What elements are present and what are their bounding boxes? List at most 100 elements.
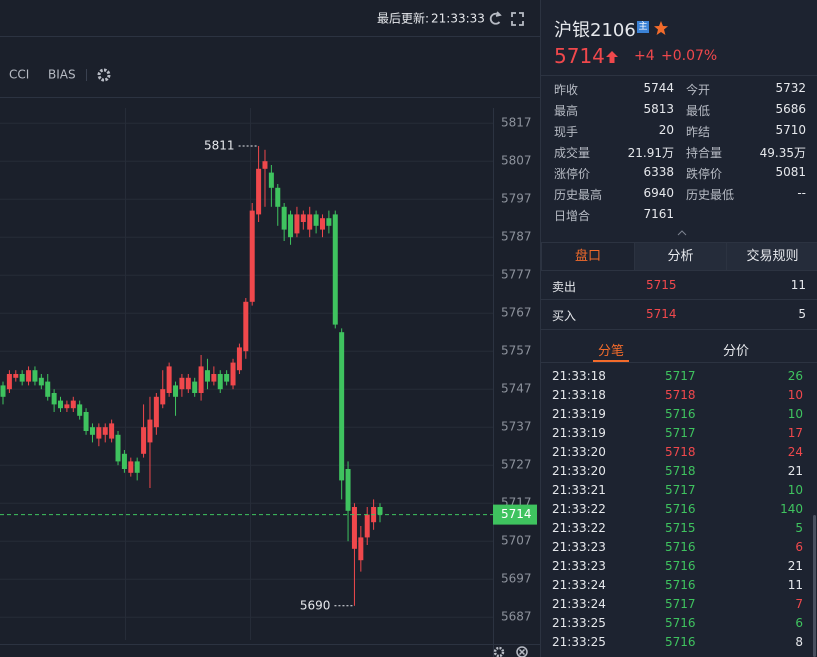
book-side: 买入 — [552, 309, 577, 323]
up-arrow — [606, 51, 618, 63]
candle-body — [166, 366, 172, 393]
sub-tab[interactable]: 分价 — [722, 344, 749, 359]
stat-label: 历史最高 — [554, 188, 603, 202]
stat-value: 5732 — [775, 81, 806, 95]
tick-price: 5716 — [665, 407, 696, 421]
refresh-icon[interactable] — [489, 11, 502, 25]
divider — [541, 362, 817, 363]
tick-time: 21:33:22 — [552, 521, 606, 535]
candle-body — [58, 400, 64, 409]
candle-body — [45, 381, 51, 397]
chart-bg — [0, 0, 540, 657]
update-time: 21:33:33 — [431, 12, 485, 26]
change: +4 — [634, 48, 655, 64]
candle-body — [173, 385, 179, 397]
stat-value: 5686 — [775, 102, 806, 116]
tick-time: 21:33:20 — [552, 464, 606, 478]
min-label: 5690 — [300, 598, 331, 612]
stat-label: 最低 — [686, 104, 711, 118]
favorite-star[interactable] — [654, 21, 668, 35]
close-icon[interactable] — [516, 646, 528, 657]
tick-volume: 5 — [795, 521, 803, 535]
candle-body — [89, 427, 95, 435]
candle-body — [217, 374, 223, 390]
tab[interactable]: 交易规则 — [726, 242, 817, 271]
stat-value: 20 — [658, 123, 674, 137]
stat-label: 日增合 — [554, 209, 591, 223]
candle-body — [128, 461, 134, 473]
stat-value: 21.91万 — [627, 146, 674, 160]
stat-label: 持合量 — [686, 146, 723, 160]
sub-tab[interactable]: 分笔 — [597, 344, 624, 359]
max-label: 5811 — [204, 139, 235, 153]
stat-label: 跌停价 — [686, 167, 723, 181]
candle-body — [377, 507, 383, 515]
candle-body — [364, 514, 370, 538]
tick-time: 21:33:20 — [552, 445, 606, 459]
tick-price: 5718 — [665, 388, 696, 402]
tick-price: 5715 — [665, 521, 696, 535]
tick-time: 21:33:21 — [552, 483, 606, 497]
candle-body — [198, 366, 204, 393]
bottom-settings-icon[interactable] — [493, 646, 505, 657]
tab[interactable]: 分析 — [634, 242, 727, 271]
candle-body — [185, 377, 191, 390]
collapse-chevron[interactable] — [677, 230, 687, 236]
tick-price: 5718 — [665, 464, 696, 478]
quote-panel: 沪银2106 主 5714 +4 +0.07% 昨收 5744 今开 5732 最高 58… — [540, 0, 817, 657]
stat-label: 成交量 — [554, 146, 591, 160]
settings-icon[interactable] — [97, 68, 111, 82]
tick-price: 5718 — [665, 445, 696, 459]
tick-price: 5717 — [665, 369, 696, 383]
scrollbar[interactable] — [813, 515, 816, 657]
indicator[interactable]: BIAS — [48, 68, 76, 82]
candle-body — [141, 427, 147, 454]
tick-price: 5716 — [665, 578, 696, 592]
last-price: 5714 — [554, 44, 605, 68]
tick-time: 21:33:25 — [552, 635, 606, 649]
candle-body — [262, 161, 268, 169]
tick-volume: 6 — [795, 616, 803, 630]
tick-volume: 10 — [787, 407, 803, 421]
candle-body — [121, 453, 127, 469]
tick-volume: 10 — [787, 388, 803, 402]
stat-label: 现手 — [554, 125, 579, 139]
y-tick-label: 5817 — [501, 116, 532, 130]
fullscreen-icon[interactable] — [511, 12, 524, 26]
tick-time: 21:33:18 — [552, 369, 606, 383]
stat-value: 5710 — [775, 123, 806, 137]
tick-price: 5717 — [665, 426, 696, 440]
candle-body — [6, 374, 12, 390]
tick-price: 5716 — [665, 540, 696, 554]
candle-body — [0, 385, 6, 397]
y-tick-label: 5697 — [501, 572, 532, 586]
main-badge: 主 — [637, 21, 649, 33]
candle-body — [288, 214, 294, 238]
candle-body — [192, 381, 198, 393]
update-label: 最后更新: — [377, 11, 429, 26]
candle-body — [281, 206, 287, 230]
change-pct: +0.07% — [661, 48, 718, 64]
candle-body — [345, 469, 351, 511]
book-price: 5715 — [646, 278, 677, 292]
tick-price: 5716 — [665, 635, 696, 649]
tick-time: 21:33:24 — [552, 597, 606, 611]
candle-body — [204, 370, 210, 382]
candle-body — [83, 412, 89, 431]
tick-volume: 24 — [787, 445, 803, 459]
stat-label: 最高 — [554, 104, 579, 118]
indicator[interactable]: CCI — [9, 68, 29, 82]
candle-body — [64, 404, 70, 409]
tick-time: 21:33:22 — [552, 502, 606, 516]
tick-time: 21:33:19 — [552, 407, 606, 421]
stat-value: 6338 — [643, 165, 674, 179]
tab[interactable]: 盘口 — [541, 242, 635, 271]
book-price: 5714 — [646, 307, 677, 321]
candle-body — [243, 301, 249, 352]
candle-body — [77, 404, 83, 416]
candle-body — [307, 214, 313, 230]
tick-time: 21:33:18 — [552, 388, 606, 402]
candle-body — [179, 377, 185, 390]
tick-volume: 10 — [787, 483, 803, 497]
